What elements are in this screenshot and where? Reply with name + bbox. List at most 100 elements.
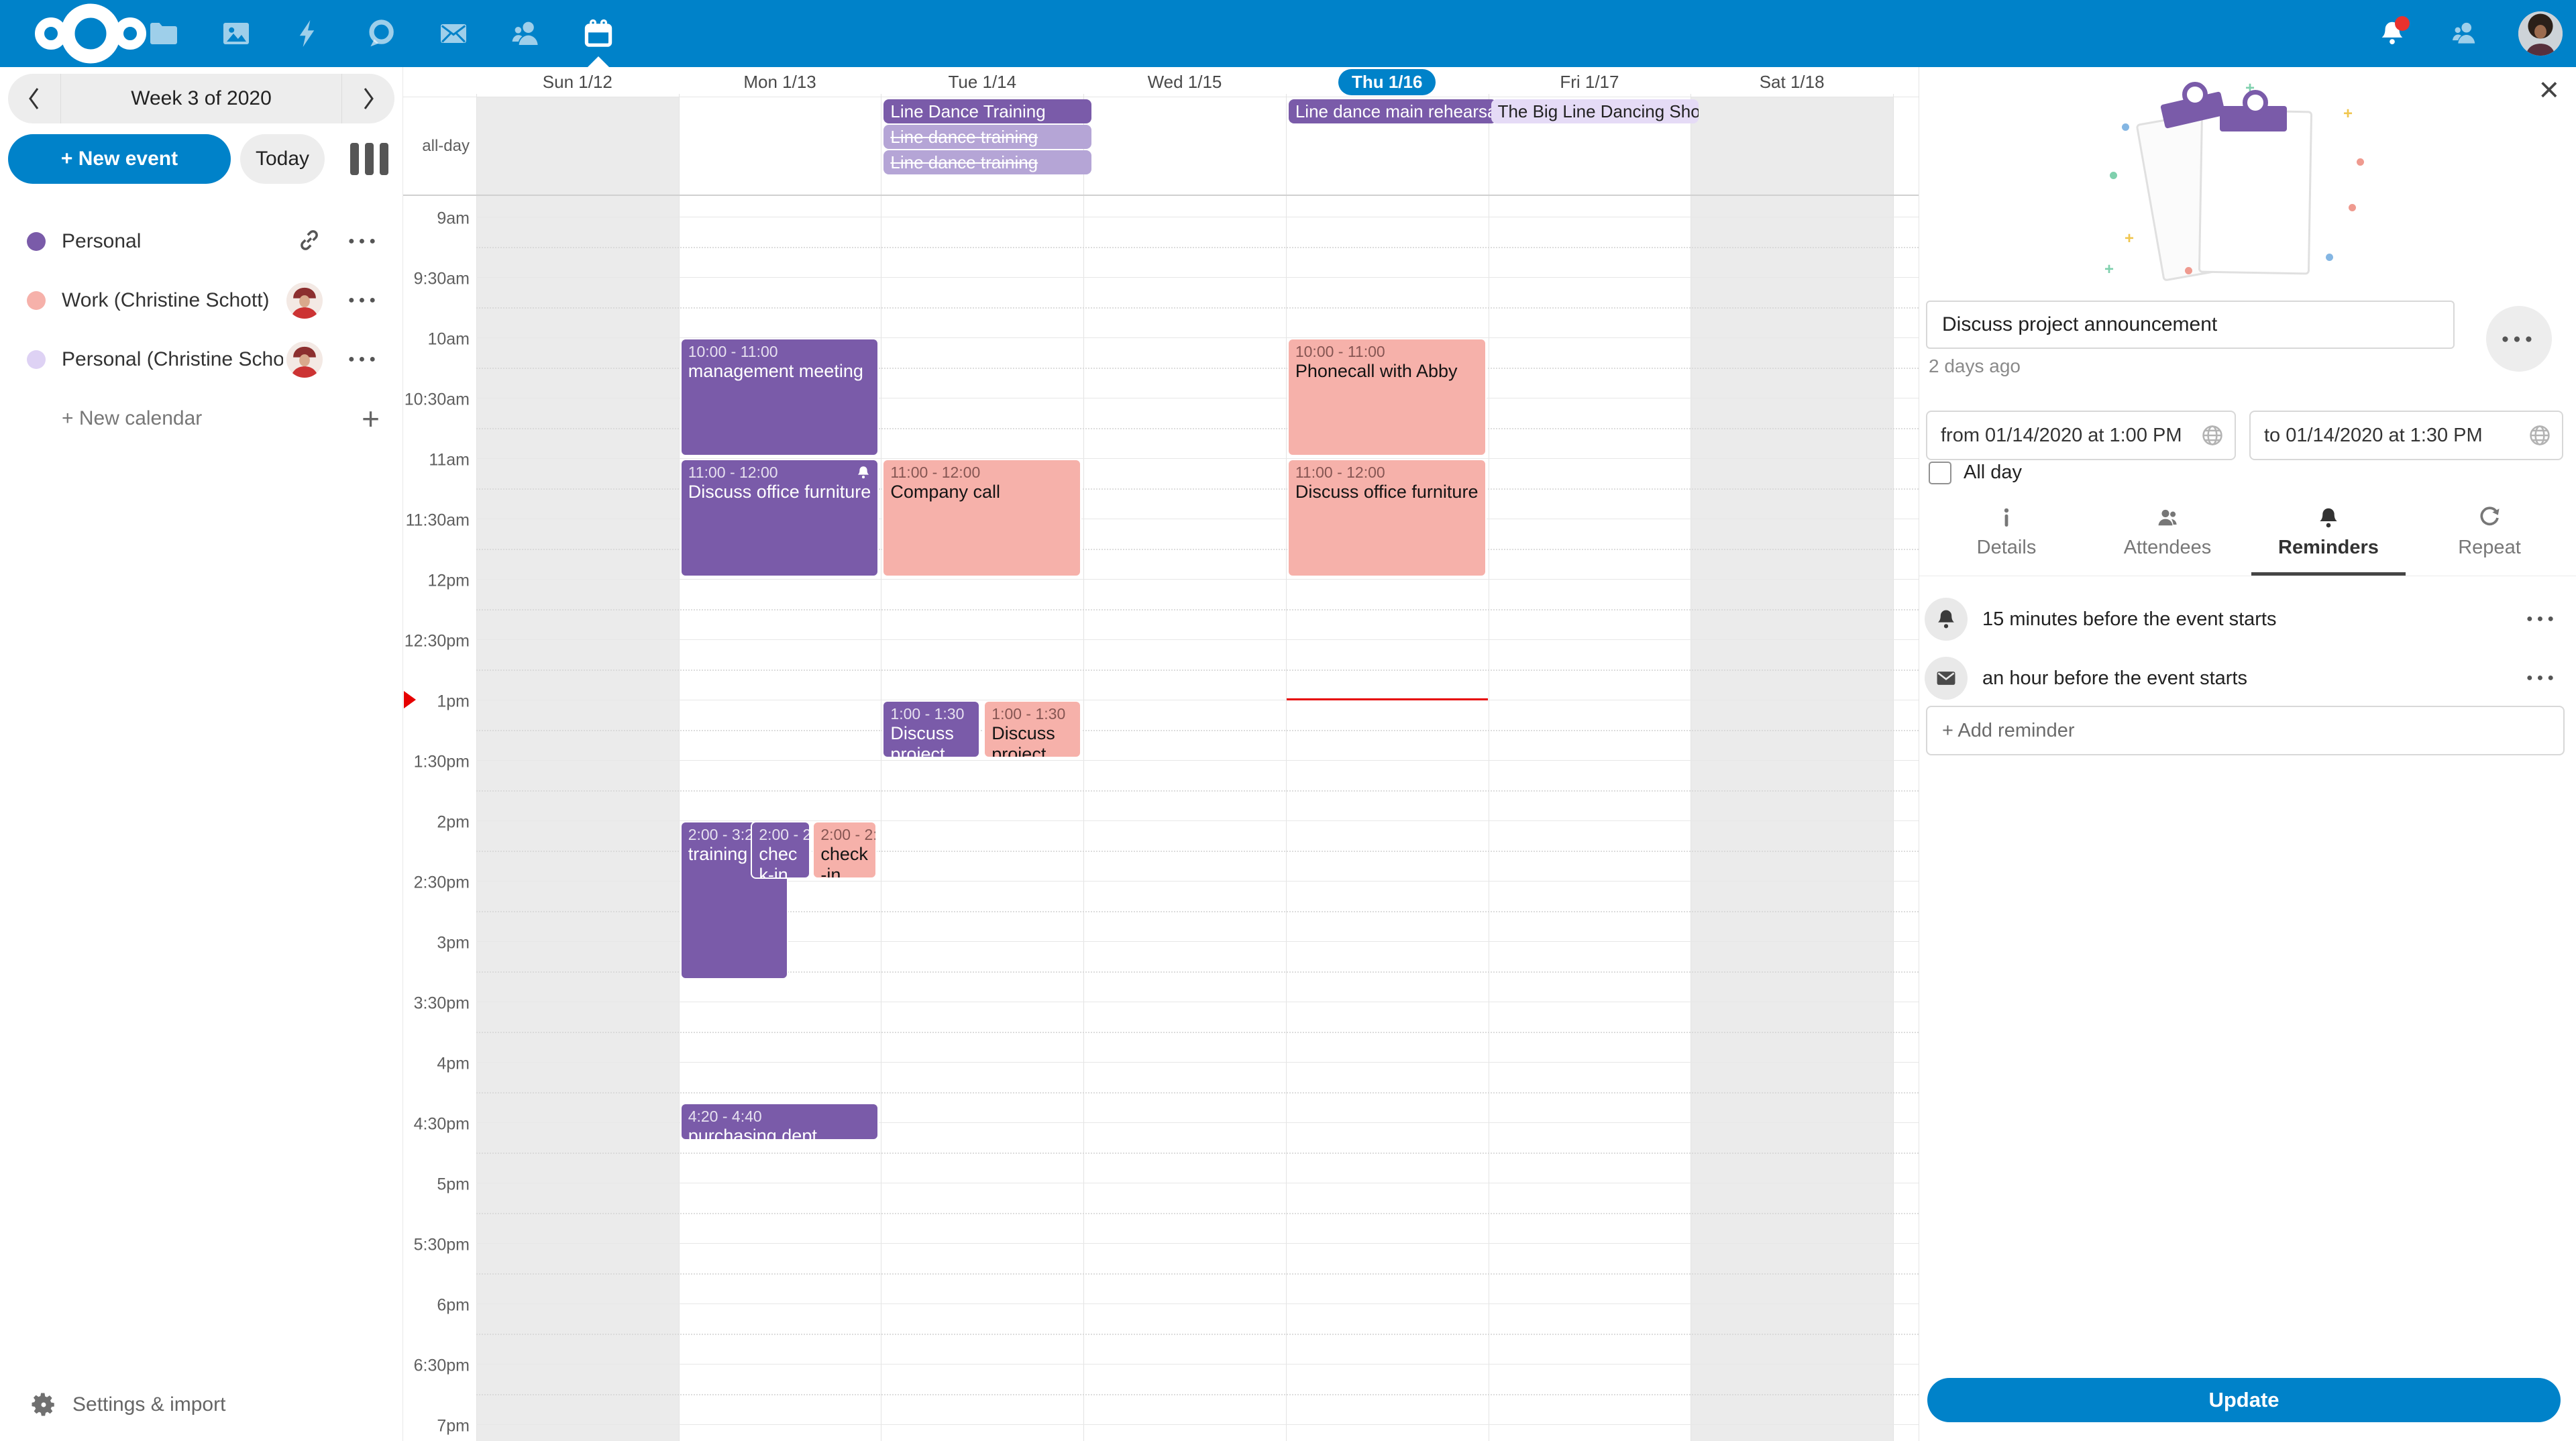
all-day-checkbox[interactable]	[1929, 462, 1951, 484]
event-chip[interactable]: 10:00 - 11:00 Phonecall with Abby	[1287, 338, 1487, 456]
user-avatar[interactable]	[2518, 11, 2563, 56]
event-title: training	[688, 844, 748, 864]
time-label: 2:30pm	[413, 873, 470, 892]
calendar-list-item[interactable]: Personal ●●●	[0, 212, 402, 271]
reminder-menu-icon[interactable]: ●●●	[2526, 613, 2558, 625]
calendar-list-item[interactable]: Work (Christine Schott) ●●●	[0, 271, 402, 330]
quarter-gridline	[476, 790, 1919, 792]
event-time: 4:20 - 4:40	[688, 1108, 762, 1125]
link-icon[interactable]	[296, 227, 323, 257]
ellipsis-icon: ●●●	[2501, 331, 2537, 346]
tab-attendees[interactable]: Attendees	[2087, 504, 2248, 576]
today-button[interactable]: Today	[240, 134, 325, 184]
contacts-menu-icon[interactable]	[2446, 15, 2483, 52]
tab-details[interactable]: Details	[1926, 504, 2087, 576]
event-title: Company call	[890, 482, 1000, 502]
reminder-row[interactable]: 15 minutes before the event starts ●●●	[1919, 597, 2576, 641]
app-icon-contacts[interactable]	[490, 0, 562, 67]
weekend-shade	[476, 97, 679, 1441]
column-divider	[1893, 94, 1894, 1441]
event-chip[interactable]: 4:20 - 4:40 purchasing dept	[680, 1103, 879, 1140]
event-illustration: + + + +	[2104, 81, 2375, 282]
previous-week-button[interactable]	[8, 74, 61, 123]
close-icon[interactable]: ×	[2538, 70, 2559, 109]
all-day-label: all-day	[422, 137, 470, 155]
week-label[interactable]: Week 3 of 2020	[131, 87, 272, 109]
event-chip[interactable]: 2:00 - 2:30check-in	[751, 821, 810, 879]
event-start-field[interactable]: from 01/14/2020 at 1:00 PM	[1926, 411, 2236, 460]
quarter-gridline	[476, 1092, 1919, 1093]
day-header[interactable]: Sat 1/18	[1759, 71, 1825, 92]
event-end-field[interactable]: to 01/14/2020 at 1:30 PM	[2249, 411, 2563, 460]
timezone-globe-icon[interactable]	[2527, 423, 2553, 448]
day-header[interactable]: Thu 1/16	[1286, 67, 1489, 97]
time-label: 12:30pm	[404, 631, 470, 651]
day-header[interactable]: Wed 1/15	[1147, 71, 1222, 92]
event-title: Discuss office furniture	[688, 482, 871, 502]
all-day-event-chip[interactable]: The Big Line Dancing Show	[1491, 99, 1699, 123]
quarter-gridline	[476, 911, 1919, 912]
hour-gridline	[476, 1122, 1919, 1123]
notifications-bell-icon[interactable]	[2373, 15, 2411, 52]
view-toggle-button[interactable]	[350, 143, 388, 175]
update-button[interactable]: Update	[1927, 1378, 2561, 1422]
new-calendar-button[interactable]: + New calendar +	[0, 389, 402, 448]
day-header[interactable]: Tue 1/14	[948, 71, 1017, 92]
app-icon-calendar[interactable]	[562, 0, 635, 67]
event-actions-menu-button[interactable]: ●●●	[2486, 306, 2552, 372]
all-day-event-chip[interactable]: Line dance training	[883, 150, 1092, 174]
timezone-globe-icon[interactable]	[2200, 423, 2225, 448]
time-label: 1:30pm	[413, 752, 470, 771]
weekend-shade	[1690, 97, 1893, 1441]
app-menu	[127, 0, 635, 67]
tab-repeat[interactable]: Repeat	[2409, 504, 2570, 576]
event-time: 1:00 - 1:30	[890, 705, 965, 723]
calendar-menu-icon[interactable]: ●●●	[348, 295, 380, 306]
event-editor-panel: × + + + + Discuss project announcement ●…	[1919, 67, 2576, 1441]
settings-import-button[interactable]: Settings & import	[0, 1378, 402, 1432]
nextcloud-logo[interactable]	[27, 0, 154, 67]
add-reminder-button[interactable]: + Add reminder	[1926, 706, 2565, 755]
hour-gridline	[476, 1303, 1919, 1304]
last-modified-label: 2 days ago	[1929, 356, 2021, 376]
reminder-row[interactable]: an hour before the event starts ●●●	[1919, 656, 2576, 700]
quarter-gridline	[476, 730, 1919, 731]
event-chip[interactable]: 10:00 - 11:00 management meeting	[680, 338, 879, 456]
calendar-menu-icon[interactable]: ●●●	[348, 235, 380, 247]
all-day-event-chip[interactable]: Line dance main rehearsal	[1288, 99, 1497, 123]
day-header[interactable]: Mon 1/13	[743, 71, 816, 92]
all-day-event-chip[interactable]: Line dance training	[883, 125, 1092, 149]
day-header[interactable]: Sun 1/12	[542, 71, 612, 92]
quarter-gridline	[476, 428, 1919, 429]
app-icon-mail[interactable]	[417, 0, 490, 67]
event-title: Discuss office furniture	[1295, 482, 1479, 502]
calendar-menu-icon[interactable]: ●●●	[348, 354, 380, 365]
hour-gridline	[476, 881, 1919, 882]
event-tabs: Details Attendees Reminders Repeat	[1926, 504, 2570, 576]
day-header[interactable]: Fri 1/17	[1560, 71, 1619, 92]
event-chip[interactable]: 11:00 - 12:00 Discuss office furniture	[1287, 459, 1487, 577]
event-time: 2:00 - 3:20	[688, 826, 762, 843]
event-title-input[interactable]: Discuss project announcement	[1926, 301, 2455, 349]
new-calendar-plus[interactable]: +	[362, 403, 380, 434]
new-event-button[interactable]: + New event	[8, 134, 231, 184]
new-calendar-label: + New calendar	[62, 407, 203, 429]
app-icon-files[interactable]	[127, 0, 200, 67]
app-icon-photos[interactable]	[200, 0, 272, 67]
gear-icon	[32, 1393, 54, 1416]
column-divider	[1690, 94, 1692, 1441]
reminder-menu-icon[interactable]: ●●●	[2526, 672, 2558, 684]
all-day-event-chip[interactable]: Line Dance Training	[883, 99, 1092, 123]
event-title: check-in	[759, 844, 798, 879]
event-chip[interactable]: 2:00 - 2:30check-in	[812, 821, 877, 879]
app-icon-talk[interactable]	[345, 0, 417, 67]
event-chip[interactable]: 11:00 - 12:00 Company call	[882, 459, 1082, 577]
app-icon-activity[interactable]	[272, 0, 345, 67]
tab-reminders[interactable]: Reminders	[2248, 504, 2409, 576]
event-chip[interactable]: 1:00 - 1:30 Discuss project	[983, 700, 1082, 758]
event-title: management meeting	[688, 361, 863, 381]
event-chip[interactable]: 11:00 - 12:00 Discuss office furniture	[680, 459, 879, 577]
calendar-list-item[interactable]: Personal (Christine Scho…) ●●●	[0, 330, 402, 389]
next-week-button[interactable]	[341, 74, 394, 123]
